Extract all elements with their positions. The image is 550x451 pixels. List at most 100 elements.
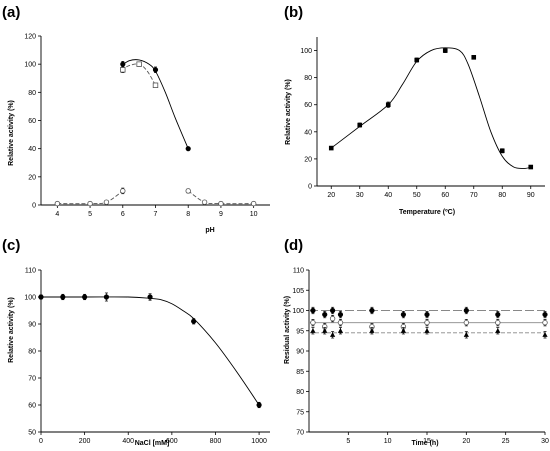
data-point [385, 102, 391, 108]
data-point [542, 311, 548, 318]
panel-b-ylabel: Relative activity (%) [285, 79, 292, 145]
panel-d-plot: 5 10 15 20 25 30 70 75 80 85 90 95 100 105 110 [292, 268, 549, 446]
x-tick-label: 20 [462, 438, 470, 445]
x-tick-label: 5 [88, 211, 92, 218]
y-tick-label: 20 [304, 156, 312, 163]
data-point [414, 57, 420, 63]
data-point [322, 311, 328, 318]
data-point [463, 319, 470, 326]
y-tick-label: 105 [292, 288, 304, 295]
panel-a-label: (a) [2, 4, 20, 21]
data-point [310, 319, 316, 326]
data-point [330, 307, 336, 314]
series-1-fit-line [120, 63, 156, 86]
y-tick-label: 75 [296, 409, 304, 416]
x-tick-label: 25 [502, 438, 510, 445]
data-point [87, 200, 93, 207]
data-point [463, 332, 469, 337]
y-tick-label: 120 [24, 34, 36, 41]
y-tick-label: 90 [28, 322, 36, 329]
panel-a: (a) Relative activity (%) pH 4 5 6 7 8 9 10020… [2, 4, 270, 234]
y-tick-label: 80 [304, 75, 312, 82]
data-point [337, 327, 344, 333]
x-tick-label: 200 [79, 438, 91, 445]
data-point [152, 67, 159, 73]
y-tick-label: 20 [28, 174, 36, 181]
data-point [499, 148, 505, 154]
data-point [424, 319, 430, 326]
x-tick-label: 1000 [251, 438, 267, 445]
y-tick-label: 80 [28, 90, 36, 97]
data-point [328, 145, 334, 151]
data-point [103, 294, 110, 300]
data-point [256, 402, 262, 408]
data-point [369, 327, 375, 333]
y-tick-label: 40 [304, 129, 312, 136]
data-point [337, 319, 344, 326]
y-tick-label: 85 [296, 369, 304, 376]
x-tick-label: 0 [39, 438, 43, 445]
data-point [103, 199, 110, 205]
panel-a-ylabel: Relative activity (%) [8, 100, 15, 166]
panel-c-label: (c) [2, 237, 20, 254]
data-point [542, 319, 548, 326]
data-point [369, 307, 375, 314]
data-point [528, 164, 534, 170]
y-tick-label: 40 [28, 146, 36, 153]
x-tick-label: 8 [186, 211, 190, 218]
data-point [218, 200, 224, 207]
y-tick-label: 110 [25, 268, 36, 275]
data-point [400, 327, 406, 333]
x-tick-label: 400 [122, 438, 134, 445]
y-tick-label: 100 [24, 295, 36, 302]
panel-c-plot: 0 200 400 600 800 1000 50 60 70 80 90 100 110 [24, 268, 270, 445]
x-tick-label: 15 [423, 438, 431, 445]
y-tick-label: 100 [300, 48, 312, 55]
data-point [424, 311, 430, 318]
data-point [147, 294, 153, 300]
y-tick-label: 60 [28, 403, 36, 410]
data-point [250, 200, 257, 207]
data-point [54, 200, 61, 207]
data-point [120, 67, 126, 73]
data-point [38, 294, 44, 300]
data-point [201, 199, 208, 205]
series-2-fit-line [187, 190, 254, 205]
x-tick-label: 70 [470, 192, 478, 199]
panel-b: (b) Relative activity (%) Temperature (º… [284, 4, 545, 216]
panel-d-label: (d) [284, 237, 303, 254]
data-point [495, 319, 501, 326]
y-tick-label: 60 [28, 118, 36, 125]
data-point [357, 122, 363, 128]
y-tick-label: 0 [32, 203, 36, 210]
data-point [120, 188, 126, 194]
x-tick-label: 90 [527, 192, 535, 199]
x-tick-label: 40 [384, 192, 392, 199]
data-point [120, 61, 126, 67]
panel-b-xlabel: Temperature (ºC) [399, 209, 455, 216]
y-tick-label: 100 [292, 308, 304, 315]
panel-d-xlabel: Time (h) [411, 440, 438, 447]
x-tick-label: 800 [210, 438, 222, 445]
data-point [185, 146, 191, 152]
data-point [310, 307, 316, 314]
y-tick-label: 90 [296, 349, 304, 356]
data-point [495, 327, 501, 333]
data-point [542, 332, 548, 337]
y-tick-label: 80 [296, 389, 304, 396]
x-tick-label: 7 [154, 211, 158, 218]
series-2-fit-line [57, 190, 124, 205]
data-point [310, 327, 316, 333]
data-point [322, 327, 328, 333]
data-point [185, 188, 191, 194]
x-tick-label: 30 [541, 438, 549, 445]
x-tick-label: 80 [498, 192, 506, 199]
panel-d: (d) Residual activity (%) Time (h) 5 10 15… [284, 237, 549, 447]
data-point [82, 294, 88, 300]
y-tick-label: 60 [304, 102, 312, 109]
panel-d-ylabel: Residual activity (%) [284, 296, 291, 364]
panel-b-plot: 20 30 40 50 60 70 80 90 0 20 40 60 80 100 [300, 37, 545, 199]
x-tick-label: 9 [219, 211, 223, 218]
panel-a-xlabel: pH [205, 227, 214, 234]
